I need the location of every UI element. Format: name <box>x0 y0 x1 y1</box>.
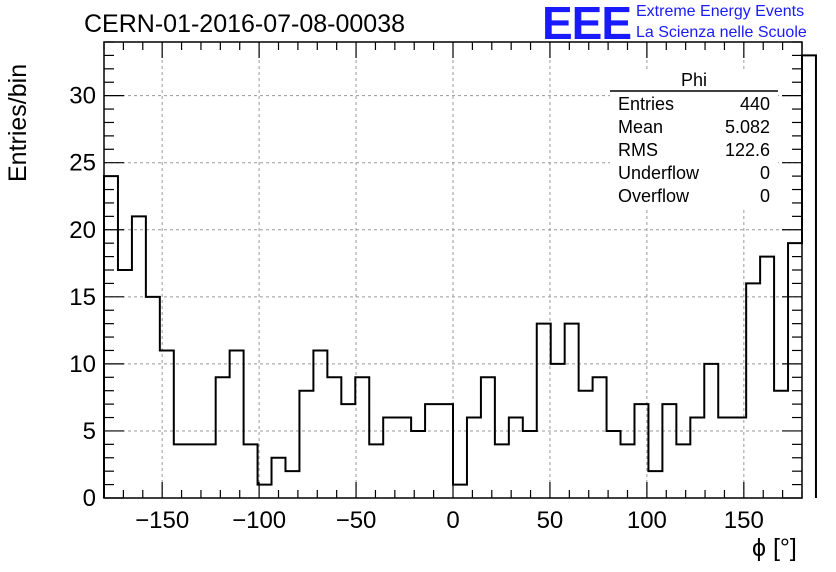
histogram-bin <box>802 55 816 498</box>
histogram-bin <box>760 257 774 498</box>
x-tick-label: −50 <box>336 507 377 534</box>
x-tick-label: −150 <box>135 507 189 534</box>
y-tick-label: 25 <box>69 150 96 177</box>
histogram-bin <box>662 404 676 498</box>
histogram-bin <box>537 324 551 498</box>
histogram-bin <box>411 431 425 498</box>
histogram-bin <box>593 377 607 498</box>
tick-labels: −150 −100 −50 0 50 100 150 0 5 10 15 20 25 30 <box>69 83 764 534</box>
y-tick-label: 15 <box>69 284 96 311</box>
histogram-bin <box>509 418 523 498</box>
x-tick-label: 0 <box>446 507 459 534</box>
histogram-bin <box>746 283 760 498</box>
histogram-bin <box>369 444 383 498</box>
histogram-bin <box>453 485 467 498</box>
y-tick-label: 10 <box>69 351 96 378</box>
stats-box-title: Phi <box>681 70 707 90</box>
histogram-bin <box>341 404 355 498</box>
histogram-bin <box>523 431 537 498</box>
histogram-bin <box>244 444 258 498</box>
stats-value: 0 <box>760 186 770 206</box>
y-tick-label: 20 <box>69 217 96 244</box>
histogram-bin <box>495 444 509 498</box>
histogram-bin <box>690 418 704 498</box>
histogram-bin <box>648 471 662 498</box>
y-tick-label: 30 <box>69 83 96 110</box>
histogram-bin <box>676 444 690 498</box>
x-tick-label: −100 <box>232 507 286 534</box>
histogram-bin <box>774 391 788 498</box>
histogram-bin <box>313 350 327 498</box>
histogram-bin <box>788 243 802 498</box>
chart-title: CERN-01-2016-07-08-00038 <box>84 10 406 38</box>
histogram-bin <box>621 444 635 498</box>
stats-value: 440 <box>740 94 770 114</box>
histogram-bin <box>481 377 495 498</box>
histogram-bin <box>383 418 397 498</box>
x-tick-label: 150 <box>724 507 764 534</box>
histogram-bin <box>718 418 732 498</box>
histogram-bin <box>439 404 453 498</box>
stats-value: 122.6 <box>725 140 770 160</box>
histogram-bin <box>188 444 202 498</box>
histogram-bin <box>299 391 313 498</box>
histogram-bin <box>565 324 579 498</box>
stats-label: Entries <box>618 94 674 114</box>
stats-value: 0 <box>760 163 770 183</box>
histogram-outline <box>103 54 817 498</box>
x-tick-label: 100 <box>627 507 667 534</box>
stats-box-background <box>610 70 778 210</box>
y-tick-label: 0 <box>83 485 96 512</box>
y-tick-label: 5 <box>83 418 96 445</box>
eee-logo: EEE <box>542 0 632 49</box>
histogram-bin <box>132 216 146 498</box>
histogram-bin <box>327 377 341 498</box>
logo-caption-line2: La Scienza nelle Scuole <box>636 24 807 41</box>
x-tick-label: 50 <box>537 507 564 534</box>
histogram-bin <box>174 444 188 498</box>
histogram-bin <box>425 404 439 498</box>
histogram-bin <box>118 270 132 498</box>
stats-label: Mean <box>618 117 663 137</box>
histogram-bin <box>579 391 593 498</box>
stats-label: Overflow <box>618 186 690 206</box>
logo-caption-line1: Extreme Energy Events <box>636 3 805 20</box>
histogram-bin <box>355 377 369 498</box>
histogram-bin <box>216 377 230 498</box>
stats-box: Phi Entries 440 Mean 5.082 RMS 122.6 Underflow… <box>610 70 778 210</box>
stats-label: Underflow <box>618 163 700 183</box>
histogram-bin <box>230 350 244 498</box>
stats-label: RMS <box>618 140 658 160</box>
histogram-bin <box>202 444 216 498</box>
histogram-bin <box>467 418 481 498</box>
histogram-bin <box>397 418 411 498</box>
histogram-bin <box>146 297 160 498</box>
stats-value: 5.082 <box>725 117 770 137</box>
x-axis-label: ϕ [°] <box>752 534 797 562</box>
histogram-bin <box>607 431 621 498</box>
